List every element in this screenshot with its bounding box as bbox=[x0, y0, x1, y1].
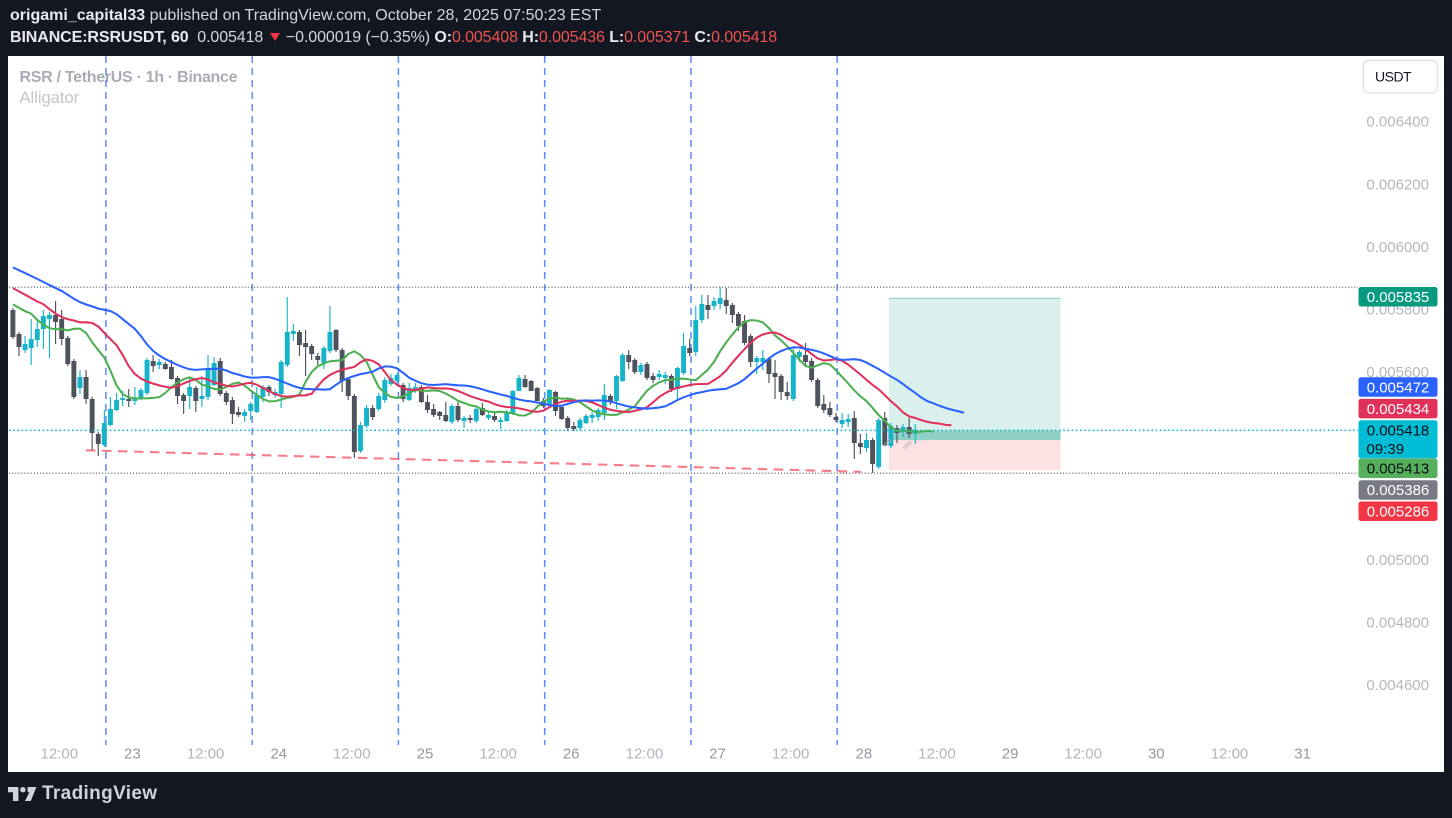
svg-text:28: 28 bbox=[855, 746, 872, 763]
svg-text:29: 29 bbox=[1002, 746, 1019, 763]
svg-text:30: 30 bbox=[1148, 746, 1165, 763]
svg-text:0.005286: 0.005286 bbox=[1367, 504, 1430, 521]
svg-text:0.006400: 0.006400 bbox=[1366, 114, 1429, 131]
svg-text:0.005386: 0.005386 bbox=[1367, 482, 1430, 499]
svg-text:12:00: 12:00 bbox=[918, 746, 956, 763]
svg-text:12:00: 12:00 bbox=[41, 746, 79, 763]
svg-text:0.005434: 0.005434 bbox=[1367, 401, 1430, 418]
svg-text:0.005600: 0.005600 bbox=[1366, 364, 1429, 381]
svg-text:12:00: 12:00 bbox=[1211, 746, 1249, 763]
svg-text:26: 26 bbox=[563, 746, 580, 763]
svg-text:0.006000: 0.006000 bbox=[1366, 239, 1429, 256]
svg-text:12:00: 12:00 bbox=[772, 746, 810, 763]
svg-text:12:00: 12:00 bbox=[479, 746, 517, 763]
svg-text:0.004600: 0.004600 bbox=[1366, 677, 1429, 694]
svg-text:0.005413: 0.005413 bbox=[1367, 461, 1430, 478]
svg-text:0.005000: 0.005000 bbox=[1366, 552, 1429, 569]
svg-text:12:00: 12:00 bbox=[333, 746, 371, 763]
svg-text:31: 31 bbox=[1294, 746, 1311, 763]
svg-text:23: 23 bbox=[124, 746, 141, 763]
svg-text:12:00: 12:00 bbox=[626, 746, 664, 763]
svg-text:09:39: 09:39 bbox=[1367, 441, 1405, 458]
svg-text:0.005835: 0.005835 bbox=[1367, 289, 1430, 306]
svg-text:25: 25 bbox=[417, 746, 434, 763]
svg-text:24: 24 bbox=[270, 746, 287, 763]
svg-text:0.006200: 0.006200 bbox=[1366, 176, 1429, 193]
svg-text:RSR / TetherUS · 1h · Binance: RSR / TetherUS · 1h · Binance bbox=[20, 69, 238, 86]
svg-text:USDT: USDT bbox=[1375, 68, 1412, 84]
svg-text:12:00: 12:00 bbox=[1064, 746, 1102, 763]
svg-text:0.005418: 0.005418 bbox=[1367, 423, 1430, 440]
svg-text:Alligator: Alligator bbox=[20, 89, 80, 107]
svg-text:27: 27 bbox=[709, 746, 726, 763]
svg-text:12:00: 12:00 bbox=[187, 746, 225, 763]
svg-text:0.005472: 0.005472 bbox=[1367, 379, 1430, 396]
svg-text:0.004800: 0.004800 bbox=[1366, 615, 1429, 632]
